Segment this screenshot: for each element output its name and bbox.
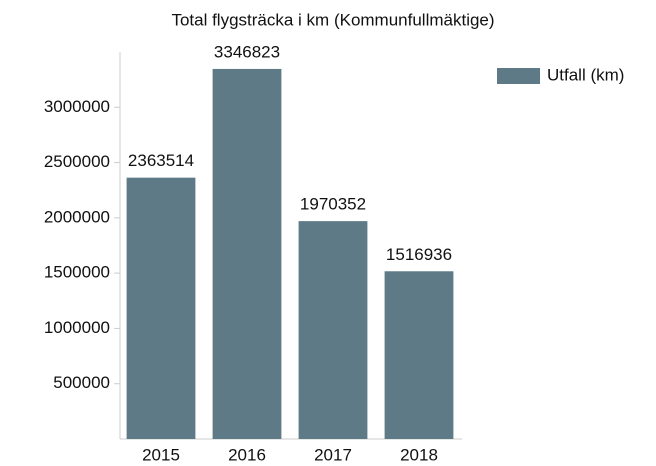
x-tick-label: 2015 [142,445,180,464]
bar [384,271,454,439]
data-label: 1970352 [300,195,366,214]
x-tick-label: 2016 [228,445,266,464]
x-tick-label: 2017 [314,445,352,464]
y-tick-label: 500000 [53,373,110,392]
y-tick-label: 1000000 [44,318,110,337]
chart-title: Total flygsträcka i km (Kommunfullmäktig… [171,10,494,29]
data-label: 2363514 [128,151,194,170]
data-label: 1516936 [386,245,452,264]
y-tick-label: 2500000 [44,152,110,171]
legend-label: Utfall (km) [547,65,624,84]
legend-swatch [497,68,540,84]
y-tick-label: 1500000 [44,263,110,282]
bar [126,177,196,439]
data-label: 3346823 [214,42,280,61]
x-tick-label: 2018 [400,445,438,464]
bar [298,221,368,439]
y-tick-label: 3000000 [44,97,110,116]
bar [212,68,282,439]
y-tick-label: 2000000 [44,207,110,226]
